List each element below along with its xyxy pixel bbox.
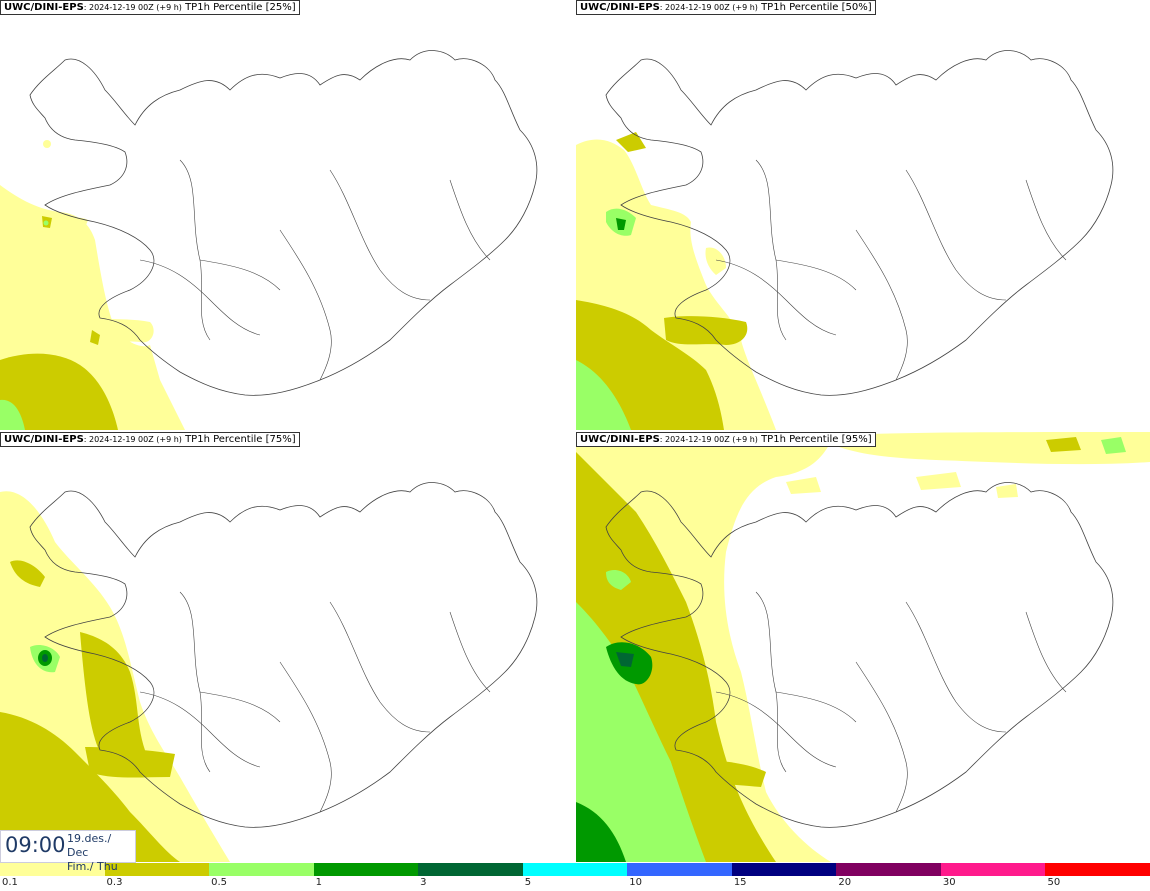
iceland-coastline <box>605 50 1114 396</box>
legend-label: 30 <box>942 877 956 888</box>
legend-label: 0.3 <box>106 877 123 888</box>
legend-swatch <box>1045 863 1150 876</box>
precip-map-p25 <box>0 50 538 430</box>
region-border <box>179 159 211 341</box>
precip-map-p50 <box>576 50 1114 430</box>
legend-label: 1 <box>315 877 322 888</box>
legend-label: 15 <box>733 877 747 888</box>
legend-label: 0.5 <box>211 877 227 888</box>
region-border <box>139 691 261 768</box>
legend-swatch <box>522 863 628 876</box>
region-border <box>449 611 491 693</box>
legend-label: 20 <box>838 877 852 888</box>
coastline <box>605 50 1114 396</box>
map-panel-p50: UWC/DINI-EPS: 2024-12-19 00Z (+9 h) TP1h… <box>576 0 1150 430</box>
legend-swatch <box>104 863 210 876</box>
map-panel-p25: UWC/DINI-EPS: 2024-12-19 00Z (+9 h) TP1h… <box>0 0 574 430</box>
precip-map-p95 <box>576 432 1150 862</box>
region-border <box>855 229 908 381</box>
legend-label: 50 <box>1047 877 1061 888</box>
legend-label: 0.1 <box>2 877 18 888</box>
region-border <box>905 169 1007 301</box>
legend-swatch <box>418 863 523 876</box>
valid-date-line2: Fim./ Thu <box>67 860 118 873</box>
legend-swatch <box>313 863 419 876</box>
region-border <box>755 591 787 773</box>
region-border <box>855 661 908 813</box>
legend-swatch <box>209 863 314 876</box>
coastline <box>605 482 1114 828</box>
iceland-coastline <box>605 482 1114 828</box>
legend-color-bar <box>0 863 1150 876</box>
region-border <box>775 259 857 291</box>
coastline <box>29 50 538 396</box>
legend-swatch <box>731 863 837 876</box>
valid-date: 19.des./ Dec Fim./ Thu <box>67 832 135 874</box>
region-border <box>715 691 837 768</box>
valid-time: 09:00 <box>5 833 66 857</box>
region-border <box>449 179 491 261</box>
panel-title-p25: UWC/DINI-EPS: 2024-12-19 00Z (+9 h) TP1h… <box>0 0 300 15</box>
precip-map-p75 <box>0 482 538 862</box>
legend-swatch <box>836 863 941 876</box>
region-border <box>139 259 261 336</box>
panel-title-p50: UWC/DINI-EPS: 2024-12-19 00Z (+9 h) TP1h… <box>576 0 876 15</box>
legend-label: 3 <box>420 877 427 888</box>
color-legend: 0.1 0.3 0.5 1 3 5 10 15 20 30 50 <box>0 862 1150 891</box>
legend-swatch <box>0 863 105 876</box>
legend-swatch <box>627 863 732 876</box>
region-border <box>279 229 332 381</box>
region-border <box>279 661 332 813</box>
region-border <box>199 691 281 723</box>
panel-title-p95: UWC/DINI-EPS: 2024-12-19 00Z (+9 h) TP1h… <box>576 432 876 447</box>
map-panel-p95: UWC/DINI-EPS: 2024-12-19 00Z (+9 h) TP1h… <box>576 432 1150 862</box>
legend-label: 10 <box>629 877 642 888</box>
region-border <box>775 691 857 723</box>
region-border <box>1025 611 1067 693</box>
panel-title-p75: UWC/DINI-EPS: 2024-12-19 00Z (+9 h) TP1h… <box>0 432 300 447</box>
region-border <box>199 259 281 291</box>
map-panel-p75: UWC/DINI-EPS: 2024-12-19 00Z (+9 h) TP1h… <box>0 432 574 862</box>
region-border <box>715 259 837 336</box>
valid-date-line1: 19.des./ Dec <box>67 832 112 859</box>
region-border <box>329 601 431 733</box>
region-border <box>179 591 211 773</box>
iceland-coastline <box>29 482 538 828</box>
legend-swatch <box>940 863 1046 876</box>
iceland-coastline <box>29 50 538 396</box>
region-border <box>329 169 431 301</box>
legend-label: 5 <box>524 877 532 888</box>
coastline <box>29 482 538 828</box>
region-border <box>755 159 787 341</box>
valid-time-box: 09:00 19.des./ Dec Fim./ Thu <box>0 830 136 873</box>
region-border <box>1025 179 1067 261</box>
region-border <box>905 601 1007 733</box>
